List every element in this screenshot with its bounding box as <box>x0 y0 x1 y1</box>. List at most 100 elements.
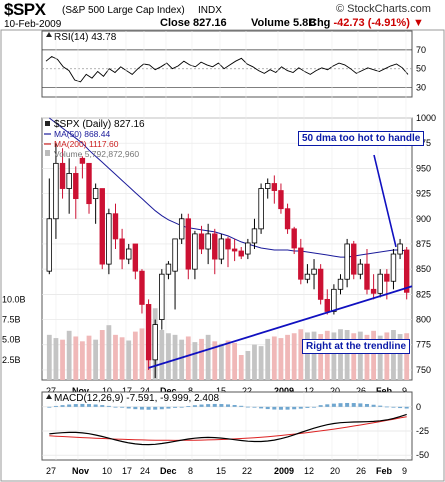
rsi-label: RSI(14) 43.78 <box>54 32 117 43</box>
candle-body <box>351 243 357 275</box>
legend-volume: Volume 5,792,872,960 <box>54 149 139 159</box>
price-tick-label: 775 <box>416 340 431 350</box>
chart-date: 10-Feb-2009 <box>4 19 62 30</box>
macd-histogram-bar <box>100 405 105 407</box>
candle-body <box>212 233 218 260</box>
volume-bar <box>199 338 204 380</box>
candle-body <box>145 304 152 361</box>
macd-histogram-bar <box>272 406 277 410</box>
volume-bar <box>404 333 410 380</box>
candle-body <box>304 273 311 280</box>
x-axis-label: 22 <box>242 386 252 396</box>
volume-bar <box>238 355 244 380</box>
volume-bar <box>93 339 99 380</box>
x-axis-label-bottom: 22 <box>242 466 252 476</box>
index-name: (S&P 500 Large Cap Index) <box>62 5 185 16</box>
x-axis-label: 2009 <box>274 386 294 396</box>
candle-body <box>344 243 350 280</box>
macd-histogram-bar <box>93 404 98 407</box>
macd-histogram-bar <box>120 406 125 408</box>
macd-histogram-bar <box>80 403 85 407</box>
x-axis-label-bottom: 27 <box>46 466 56 476</box>
volume-bar <box>357 331 363 380</box>
x-axis-label: Nov <box>72 386 89 396</box>
volume-bar <box>119 337 125 380</box>
change-amount: -42.73 (-4.91%) <box>333 17 410 29</box>
macd-histogram-bar <box>159 406 164 410</box>
volume-bar <box>265 338 271 380</box>
x-axis-label-bottom: Nov <box>72 466 89 476</box>
candle-body <box>46 218 53 272</box>
volume-bar <box>60 339 65 380</box>
volume-bar <box>318 334 324 380</box>
volume-tick-label: 7.5B <box>2 315 21 325</box>
volume-tick-label: 10.0B <box>2 294 26 304</box>
volume-bar <box>285 334 290 380</box>
x-axis-label: 27 <box>46 386 56 396</box>
volume-bar <box>271 336 277 380</box>
volume-bar <box>126 340 132 380</box>
macd-histogram-bar <box>278 406 283 410</box>
x-axis-label-bottom: 8 <box>188 466 193 476</box>
macd-histogram-bar <box>73 404 78 407</box>
candle-body <box>390 253 397 282</box>
volume-bar <box>324 330 330 380</box>
macd-histogram-bar <box>166 406 171 409</box>
price-tick-label: 850 <box>416 264 431 274</box>
macd-histogram-bar <box>67 404 72 407</box>
macd-histogram-bar <box>259 406 264 409</box>
macd-histogram-bar <box>398 406 403 409</box>
macd-histogram-bar <box>292 406 297 410</box>
macd-histogram-bar <box>318 405 323 407</box>
macd-histogram-bar <box>192 405 197 407</box>
x-axis-label-bottom: 26 <box>356 466 366 476</box>
volume-bar <box>364 334 370 380</box>
macd-histogram-bar <box>199 404 204 407</box>
candle-body <box>59 162 66 189</box>
candle-body <box>397 243 403 255</box>
volume-bar <box>132 331 138 380</box>
candle-body <box>370 288 377 294</box>
volume-bar <box>351 333 357 380</box>
volume-bar <box>245 350 251 380</box>
candle-body <box>152 324 158 361</box>
x-axis-label: 20 <box>330 386 340 396</box>
candle-body <box>198 233 205 250</box>
volume-bar <box>258 346 264 380</box>
macd-histogram-bar <box>173 406 178 408</box>
volume-bar <box>331 332 337 380</box>
candle-body <box>106 213 112 265</box>
exchange-label: INDX <box>198 5 222 16</box>
macd-histogram-bar <box>265 406 270 410</box>
macd-histogram-bar <box>87 404 92 407</box>
volume-bar <box>311 331 317 380</box>
candle-body <box>298 247 304 280</box>
triangle-icon <box>46 394 52 399</box>
macd-histogram-bar <box>364 403 369 407</box>
macd-histogram-bar <box>153 406 158 410</box>
volume-bar <box>252 344 257 380</box>
macd-histogram-bar <box>252 406 257 408</box>
candle-body <box>357 263 364 275</box>
macd-histogram-bar <box>106 405 111 407</box>
x-axis-label-bottom: 10 <box>102 466 112 476</box>
macd-tick-label: 0 <box>416 402 421 412</box>
annotation-trendline: Right at the trendline <box>302 339 410 354</box>
volume-bar <box>305 332 310 380</box>
volume-bar <box>46 334 52 380</box>
chart-frame <box>0 29 445 482</box>
macd-histogram-bar <box>384 406 389 408</box>
macd-histogram-bar <box>232 405 237 407</box>
volume-bar <box>205 334 211 380</box>
volume-bar <box>338 329 343 380</box>
macd-histogram-bar <box>212 403 217 407</box>
legend-title: $SPX (Daily) 827.16 <box>54 119 145 130</box>
macd-histogram-bar <box>358 403 363 407</box>
x-axis-label: 8 <box>188 386 193 396</box>
candle-body <box>132 243 139 272</box>
volume-bar <box>397 334 403 380</box>
candle-body <box>178 218 185 240</box>
macd-tick-label: -50 <box>416 450 429 460</box>
volume-bar <box>344 330 350 380</box>
macd-histogram-bar <box>325 404 330 407</box>
